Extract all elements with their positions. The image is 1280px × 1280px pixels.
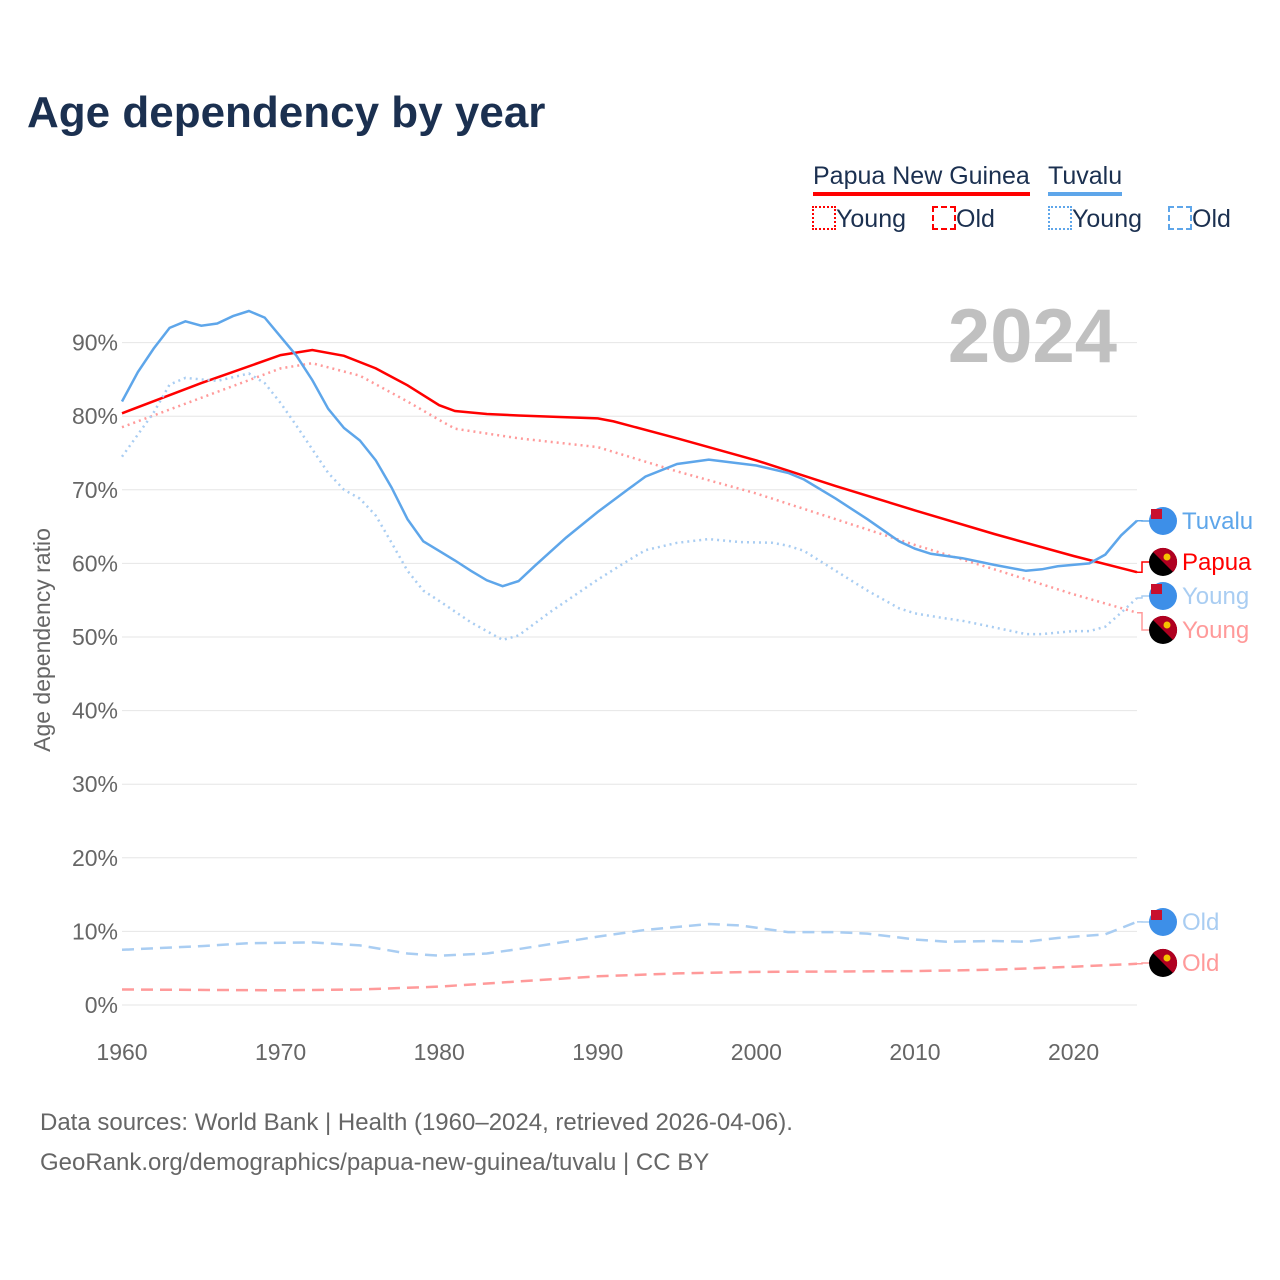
end-label: Old: [1182, 950, 1219, 977]
dotted-swatch-icon: [812, 206, 836, 230]
end-label: Young: [1182, 617, 1249, 644]
x-tick-label: 2000: [731, 1039, 782, 1065]
label-connector: [1137, 561, 1150, 573]
end-label: Young: [1182, 583, 1249, 610]
y-axis-label: Age dependency ratio: [29, 528, 55, 752]
legend-tuvalu-young[interactable]: Young: [1048, 205, 1142, 234]
legend-label: Old: [956, 205, 995, 233]
end-label: Old: [1182, 909, 1219, 936]
png-flag-icon: [1153, 948, 1178, 973]
png-flag-icon: [1163, 553, 1171, 561]
x-tick-label: 1980: [414, 1039, 465, 1065]
dashed-swatch-icon: [1168, 206, 1192, 230]
end-label: Tuvalu: [1182, 508, 1253, 535]
y-tick-label: 30%: [72, 771, 118, 797]
series-line: [121, 962, 1138, 992]
y-tick-label: 40%: [72, 698, 118, 724]
legend-png-old[interactable]: Old: [932, 205, 995, 234]
x-tick-label: 1990: [572, 1039, 623, 1065]
year-watermark: 2024: [948, 294, 1117, 379]
footer-url: GeoRank.org/demographics/papua-new-guine…: [40, 1149, 710, 1176]
end-label: Papua: [1182, 549, 1252, 576]
y-tick-label: 70%: [72, 477, 118, 503]
series-line: [121, 348, 1138, 574]
legend-png-young[interactable]: Young: [812, 205, 906, 234]
footer-sources: Data sources: World Bank | Health (1960–…: [40, 1109, 793, 1136]
y-tick-label: 0%: [85, 992, 118, 1018]
x-tick-label: 2010: [889, 1039, 940, 1065]
y-tick-label: 50%: [72, 624, 118, 650]
y-tick-label: 10%: [72, 918, 118, 944]
x-tick-label: 1970: [255, 1039, 306, 1065]
tuvalu-flag-icon: [1151, 509, 1162, 519]
label-connector: [1137, 962, 1150, 965]
legend-label: Papua New Guinea: [813, 162, 1030, 190]
legend-label: Tuvalu: [1048, 162, 1123, 190]
legend-label: Young: [836, 205, 906, 233]
label-connector: [1137, 611, 1150, 631]
tuvalu-flag-icon: [1151, 584, 1162, 594]
x-tick-label: 2020: [1048, 1039, 1099, 1065]
y-tick-label: 60%: [72, 550, 118, 576]
legend-label: Young: [1072, 205, 1142, 233]
chart-title: Age dependency by year: [27, 88, 546, 137]
png-flag-icon: [1153, 615, 1178, 640]
png-flag-icon: [1153, 547, 1178, 572]
y-tick-label: 90%: [72, 330, 118, 356]
legend-label: Old: [1192, 205, 1231, 233]
legend-png[interactable]: Papua New Guinea: [813, 162, 1030, 196]
series-line: [121, 920, 1138, 957]
legend-tuvalu-old[interactable]: Old: [1168, 205, 1231, 234]
dotted-swatch-icon: [1048, 206, 1072, 230]
y-tick-label: 20%: [72, 845, 118, 871]
dashed-swatch-icon: [932, 206, 956, 230]
y-tick-label: 80%: [72, 403, 118, 429]
x-tick-label: 1960: [96, 1039, 147, 1065]
series-line: [120, 309, 1138, 588]
png-flag-icon: [1163, 621, 1171, 629]
tuvalu-flag-icon: [1151, 910, 1162, 920]
png-flag-icon: [1163, 954, 1171, 962]
legend-tuvalu[interactable]: Tuvalu: [1048, 162, 1123, 196]
label-connector: [1137, 595, 1150, 599]
series-line: [120, 372, 1138, 642]
